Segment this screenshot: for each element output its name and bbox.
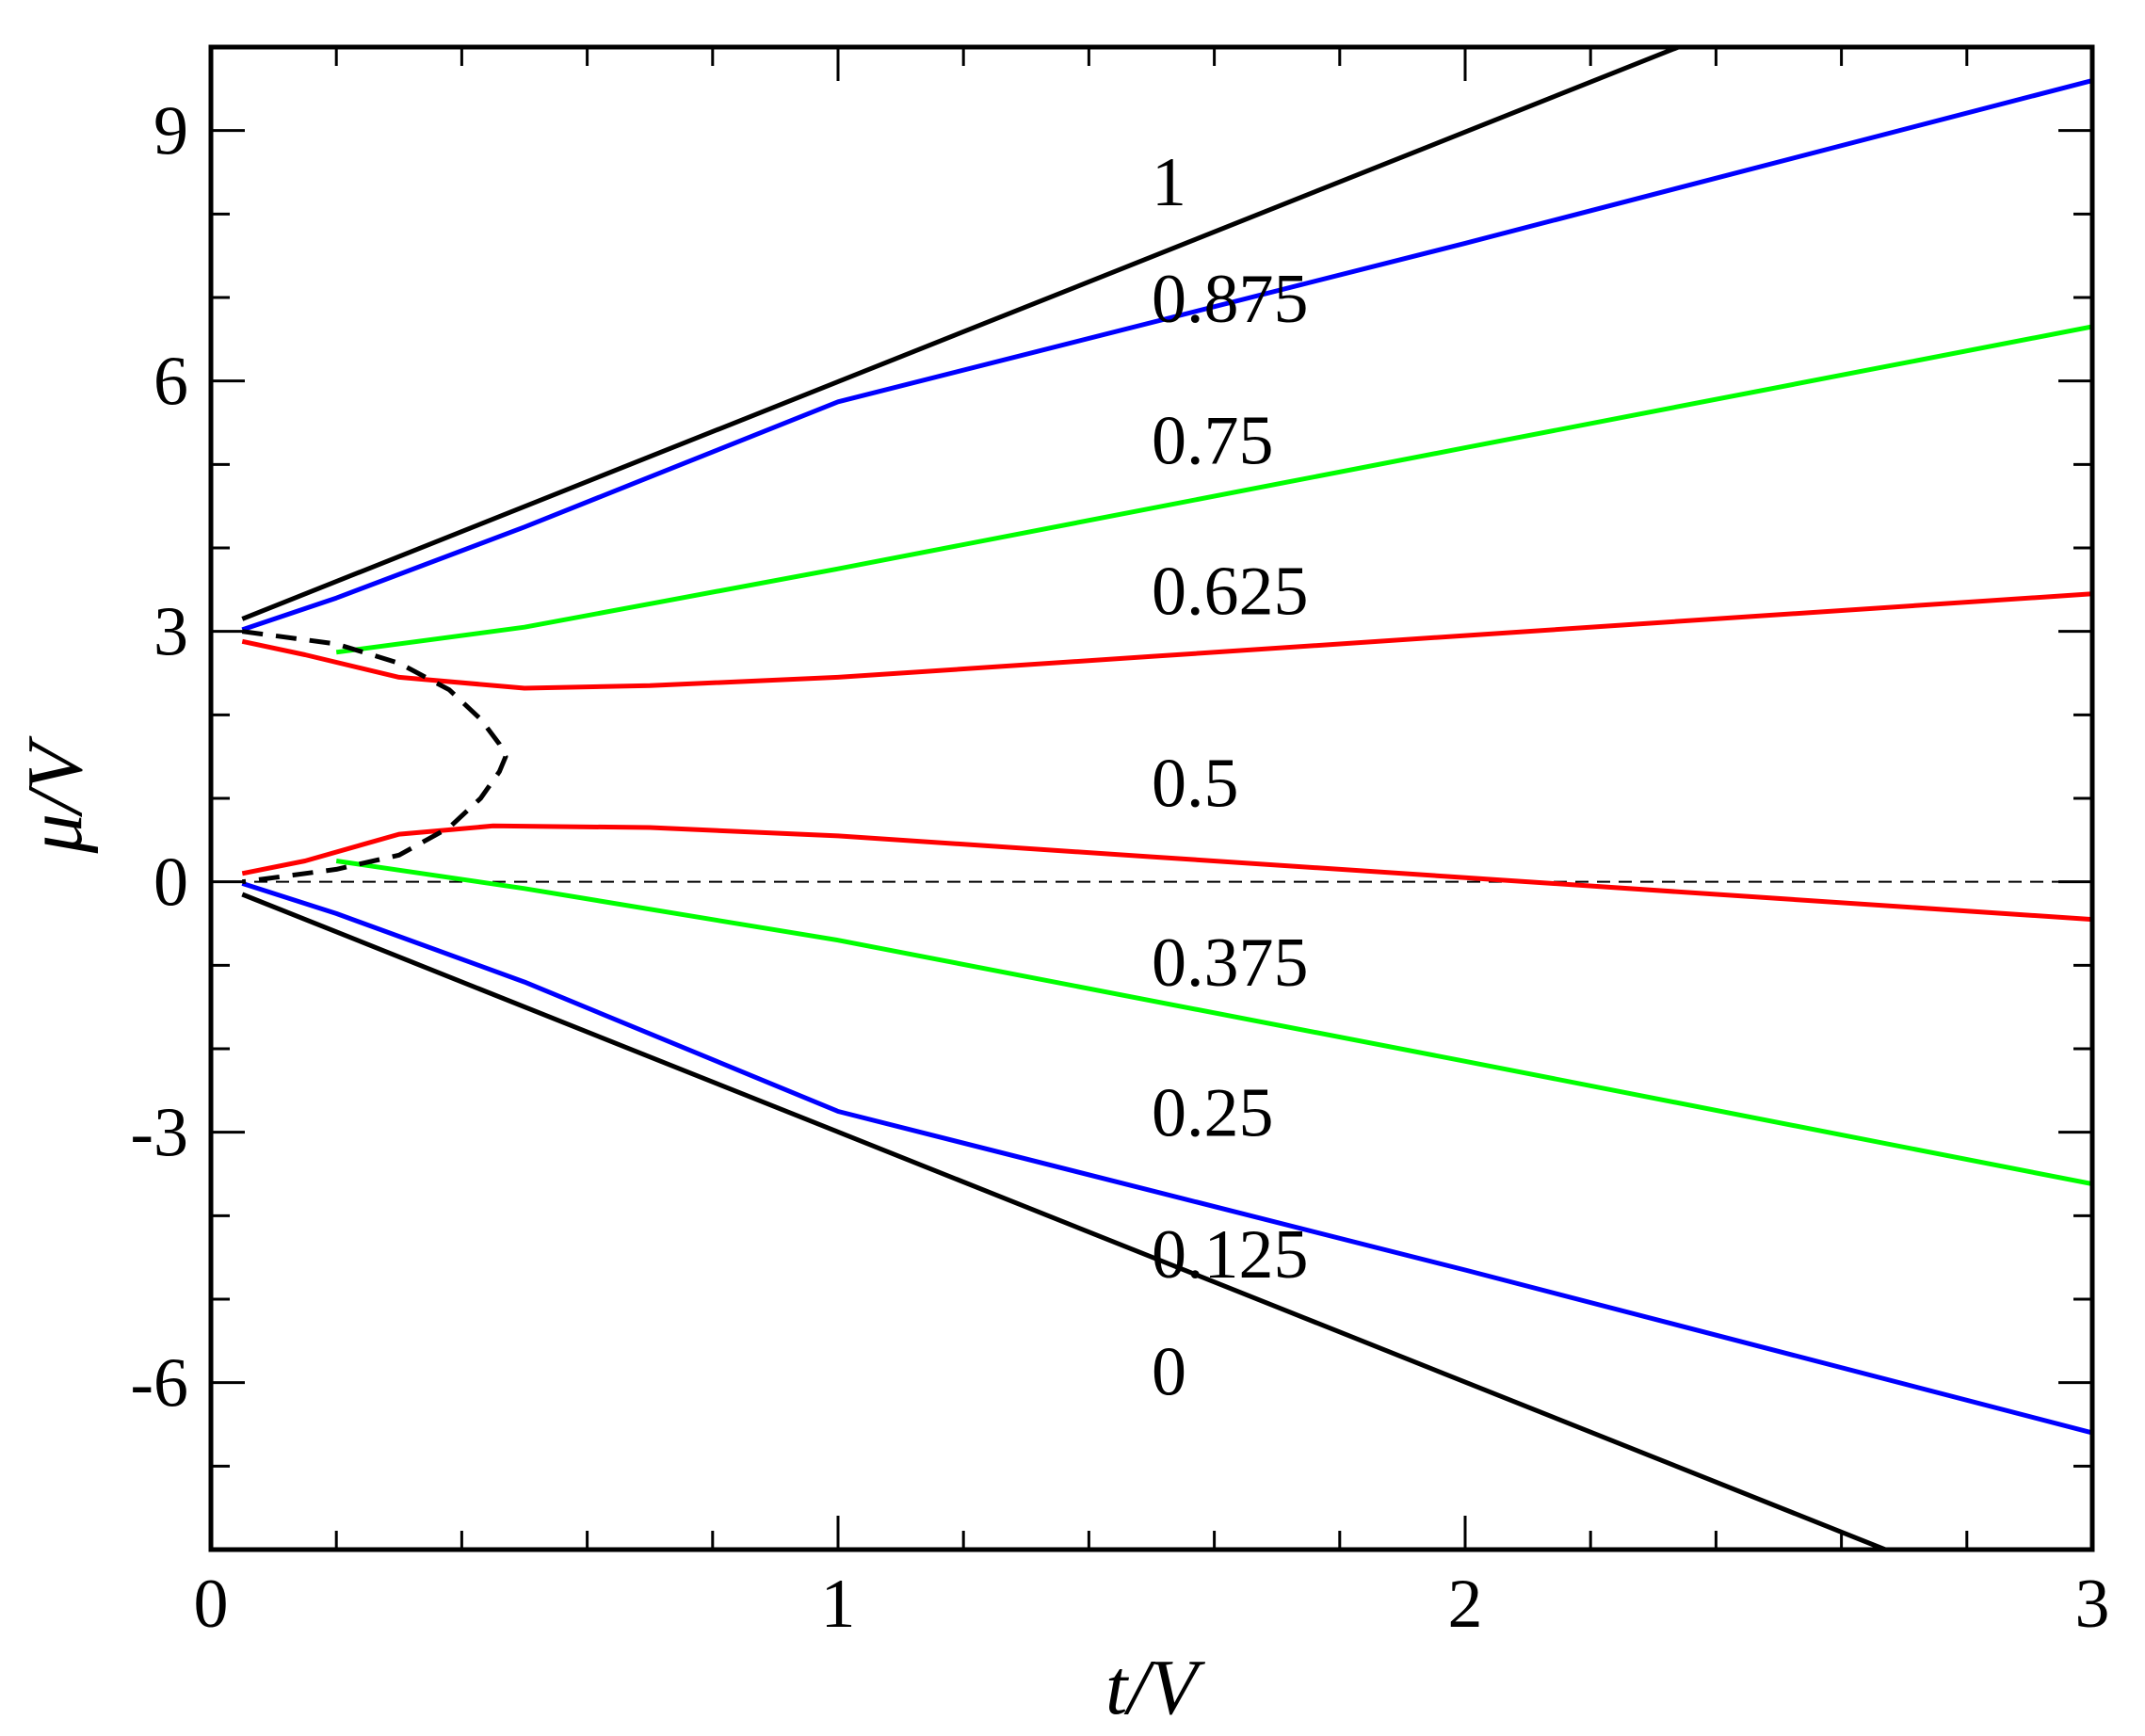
curve-label: 0.875 (1152, 261, 1309, 338)
y-tick-label: -3 (130, 1095, 188, 1172)
curve-label: 0.375 (1152, 924, 1309, 1002)
x-tick-label: 1 (821, 1566, 856, 1643)
curve-label: 0.25 (1152, 1075, 1274, 1152)
series-line-8 (241, 629, 508, 885)
y-tick-label: 0 (153, 844, 188, 922)
y-axis-label: μ/V (11, 735, 99, 855)
x-tick-label: 0 (194, 1566, 229, 1643)
x-tick-label: 2 (1448, 1566, 1483, 1643)
x-tick-label: 3 (2075, 1566, 2110, 1643)
y-tick-label: 9 (153, 93, 188, 170)
y-tick-label: 3 (153, 594, 188, 671)
series-line-5 (335, 859, 2092, 1187)
series-line-7 (241, 892, 1887, 1550)
series-line-3 (241, 591, 2092, 691)
curve-label: 0.75 (1152, 403, 1274, 480)
y-tick-label: 6 (153, 344, 188, 421)
ticks-layer (209, 45, 2094, 1551)
labels-layer: 0 1 2 3 -6 -3 0 3 6 9 1 0.875 0.75 0.625 0.5 0.375 0.25 0… (130, 93, 2109, 1643)
curve-label: 0.125 (1152, 1216, 1309, 1294)
curve-label: 0.5 (1152, 745, 1239, 822)
x-axis-label: t/V (1105, 1644, 1206, 1731)
curves-layer (211, 47, 2092, 1550)
series-line-4 (241, 823, 2092, 923)
curve-label: 1 (1152, 144, 1186, 221)
series-line-2 (335, 324, 2092, 655)
curve-label: 0.625 (1152, 553, 1309, 630)
series-line-6 (241, 881, 2092, 1436)
series-line-1 (241, 78, 2092, 633)
series-line-0 (241, 47, 1680, 621)
curve-label: 0 (1152, 1333, 1186, 1410)
y-tick-label: -6 (130, 1345, 188, 1423)
